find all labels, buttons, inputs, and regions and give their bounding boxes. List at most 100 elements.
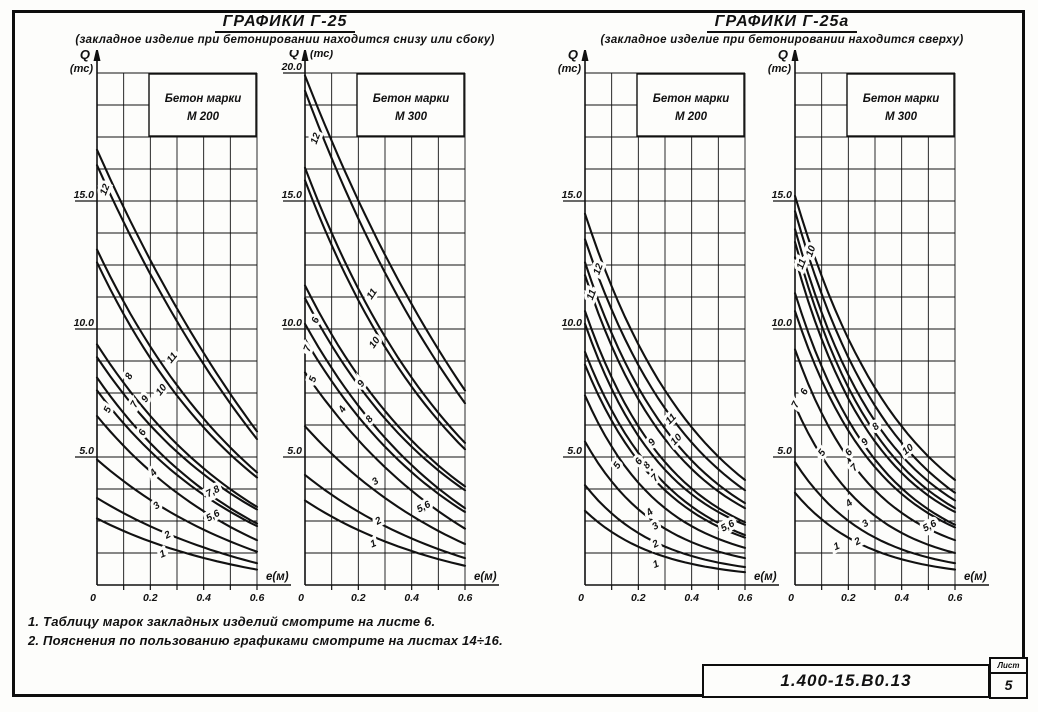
chart-g25a-m300: Бетон марки М 300 0 0.2 0.4 0.6 5.0 10.0 15.0 Q (т… [748,46,998,610]
y-axis-unit: (тс) [768,63,791,75]
x-tick-label: 0.2 [351,592,366,604]
curve-label: 7 [129,399,142,409]
curve-label: 7 [790,400,803,410]
x-axis-title: e(м) [754,571,777,583]
curve-label: 1 [369,538,379,550]
curve-label: 1 [158,548,168,560]
curve-label: 8 [123,371,136,381]
curve-8 [793,240,957,510]
curve-label: 11 [165,350,180,365]
footnote-1: 1. Таблицу марок закладных изделий смотр… [28,614,436,629]
curve-label: 3 [370,475,381,487]
curve-3 [583,440,747,560]
sheet-label: Лист [991,659,1026,674]
y-tick-label: 5.0 [777,445,792,457]
chart-g25a-m200: Бетон марки М 200 0 0.2 0.4 0.6 5.0 10.0 15.0 Q (т… [538,46,788,610]
curve-1 [303,499,467,567]
x-tick-label: 0.6 [250,592,265,604]
y-tick-label: 10.0 [562,317,583,329]
x-tick-label: 0.4 [404,592,419,604]
x-tick-label: 0.4 [684,592,699,604]
curve-label: 2 [852,535,863,548]
x-tick-label: 0 [788,592,794,604]
x-tick-label: 0.2 [143,592,158,604]
x-axis-title: e(м) [266,571,289,583]
section-subtitle-g25a: (закладное изделие при бетонировании нах… [600,34,964,46]
x-tick-label: 0 [578,592,584,604]
header-line-2: М 200 [187,111,220,123]
footnote-2: 2. Пояснения по пользованию графиками см… [28,632,503,648]
sheet-number: 5 [1004,677,1013,693]
curve-label: 5 [307,374,319,383]
curve-10 [793,210,957,494]
curve-8 [303,284,467,488]
chart-canvas: Бетон марки М 200 0 0.2 0.4 0.6 5.0 10.0 15.0 Q(т… [558,46,779,604]
header-box [148,73,257,137]
y-axis-title: Q [568,50,578,62]
curve-7 [303,297,467,492]
curve-12 [95,148,259,433]
curve-7 [95,356,259,511]
chart-g25-m300: Бетон марки М 300 0 0.2 0.4 0.6 5.0 10.0 15.0 20.… [258,45,508,610]
curve-7 [793,256,957,514]
title-block: 1.400-15.В0.13 [702,664,990,698]
footnotes: 1. Таблицу марок закладных изделий смотр… [28,613,503,651]
y-axis-arrow [93,46,101,61]
curve-6 [583,350,747,537]
y-axis-title: Q [289,50,299,60]
curve-label: 6 [137,427,150,437]
header-box [636,73,745,137]
curve-5 [95,389,259,528]
curve-3 [793,404,957,555]
y-tick-label: 5.0 [79,445,94,457]
curve-6 [793,292,957,526]
x-tick-label: 0.2 [631,592,646,604]
curve-8 [95,343,259,508]
y-tick-label: 5.0 [567,445,582,457]
document-code: 1.400-15.В0.13 [780,671,912,690]
section-subtitle-g25: (закладное изделие при бетонировании нах… [75,34,495,46]
x-tick-label: 0.6 [458,592,473,604]
header-line-2: М 300 [395,111,428,123]
header-line-1: Бетон марки [373,93,450,105]
x-tick-label: 0 [90,592,96,604]
y-tick-label: 20.0 [281,61,303,73]
curve-label: 11 [365,287,380,302]
curve-11 [95,164,259,441]
curve-11 [303,89,467,405]
x-tick-label: 0.4 [196,592,211,604]
sheet-number-box: Лист 5 [989,657,1028,699]
curve-label: 5,6 [415,499,433,515]
curve-1 [95,517,259,571]
curve-10 [303,166,467,444]
y-axis-arrow [581,46,589,61]
curve-label: 8 [364,414,376,426]
chart-canvas: Бетон марки М 300 0 0.2 0.4 0.6 5.0 10.0 15.0 Q(т… [768,46,989,604]
curve-9 [793,228,957,502]
curve-6 [303,322,467,510]
curve-8 [583,310,747,524]
curve-10 [95,248,259,474]
y-tick-label: 15.0 [74,189,95,201]
curve-1 [583,509,747,574]
y-tick-label: 15.0 [282,189,303,201]
curve-label: 3 [860,518,871,530]
curve-4 [583,394,747,549]
curve-9 [583,274,747,510]
curve-3 [95,458,259,553]
curve-label: 9 [859,436,871,448]
curve-4 [303,371,467,530]
header-box [846,73,955,137]
chart-canvas: Бетон марки М 200 0 0.2 0.4 0.6 5.0 10.0 15.0 Q(т… [70,46,291,604]
curve-9 [95,261,259,479]
header-line-1: Бетон марки [863,93,940,105]
curve-5 [303,338,467,514]
curve-1 [793,491,957,571]
curve-label: 1 [832,541,842,553]
x-tick-label: 0 [298,592,304,604]
y-tick-label: 10.0 [74,317,95,329]
x-tick-label: 0.6 [948,592,963,604]
curve-label: 9 [646,437,658,449]
y-tick-label: 15.0 [772,189,793,201]
header-line-1: Бетон марки [653,93,730,105]
